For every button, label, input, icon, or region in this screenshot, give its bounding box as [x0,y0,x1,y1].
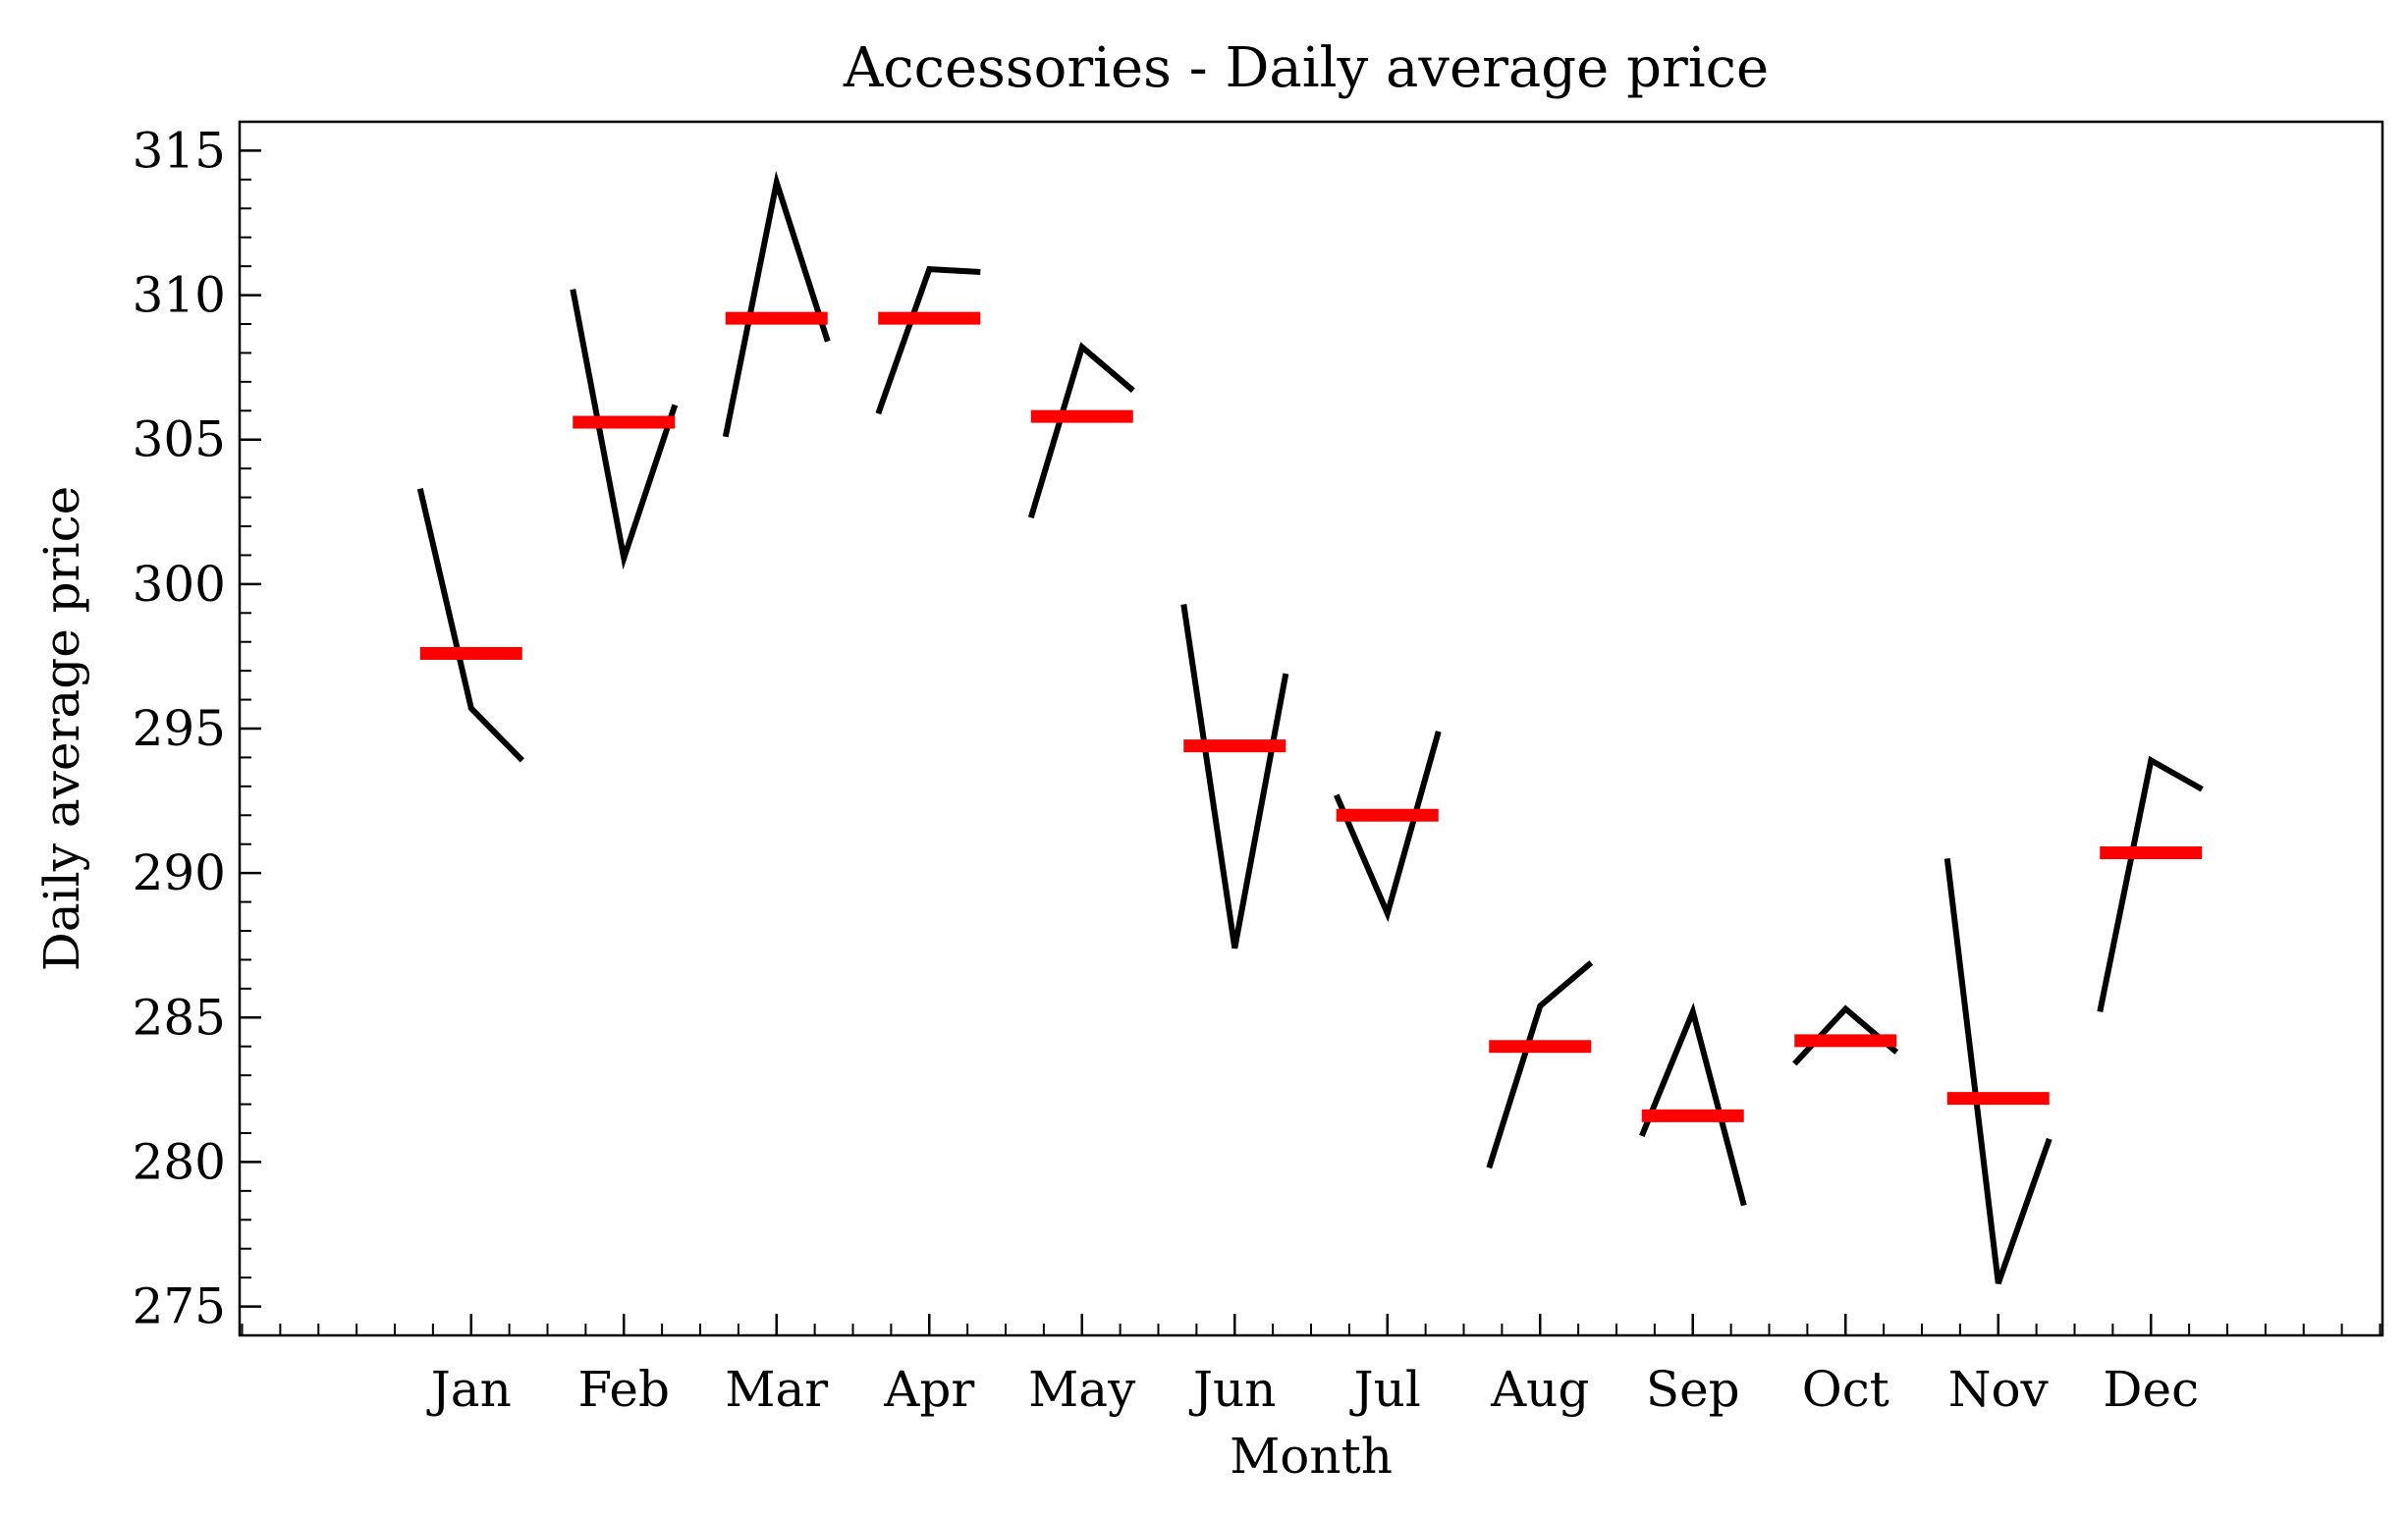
subseries-line-sep [1639,1002,1747,1207]
x-tick-label-mar: Mar [725,1361,828,1418]
plot-marks [416,170,2204,1284]
subseries-line-jul [1334,731,1442,923]
y-tick-label-310: 310 [133,267,226,324]
x-tick-label-jul: Jul [1349,1361,1421,1418]
subseries-line-mar [722,170,831,438]
subseries-line-may [1027,342,1135,519]
x-tick-label-apr: Apr [883,1361,974,1418]
x-axis-label: Month [1230,1428,1393,1485]
y-tick-label-275: 275 [133,1278,226,1335]
x-tick-label-jun: Jun [1188,1361,1276,1418]
x-tick-label-feb: Feb [577,1361,670,1418]
y-tick-label-305: 305 [133,411,226,468]
y-tick-label-295: 295 [133,700,226,757]
x-tick-label-nov: Nov [1948,1361,2050,1418]
chart-title: Accessories - Daily average price [843,36,1769,100]
subseries-line-dec [2097,755,2204,1012]
x-tick-label-may: May [1028,1361,1136,1418]
x-axis: Jan Feb Mar Apr May Jun Jul Aug Sep Oct Nov Dec [241,1314,2381,1418]
y-tick-label-300: 300 [133,556,226,613]
subseries-line-jun [1180,604,1289,949]
subseries-line-apr [875,265,981,415]
x-tick-label-sep: Sep [1646,1361,1740,1418]
subseries-line-feb [570,289,679,570]
subseries-line-nov [1943,858,2052,1284]
x-tick-label-oct: Oct [1802,1361,1889,1418]
y-tick-label-290: 290 [133,844,226,901]
subseries-line-aug [1486,960,1594,1169]
x-tick-label-jan: Jan [426,1361,512,1418]
y-axis-label: Daily average price [33,486,90,971]
x-tick-label-dec: Dec [2103,1361,2199,1418]
y-tick-label-280: 280 [133,1133,226,1190]
y-tick-label-315: 315 [133,122,226,179]
plot-frame [238,120,2384,1337]
y-tick-label-285: 285 [133,989,226,1046]
y-axis: 275 280 285 290 295 300 305 310 315 [133,121,261,1335]
x-tick-label-aug: Aug [1490,1361,1589,1418]
subseries-line-jan [416,488,524,763]
